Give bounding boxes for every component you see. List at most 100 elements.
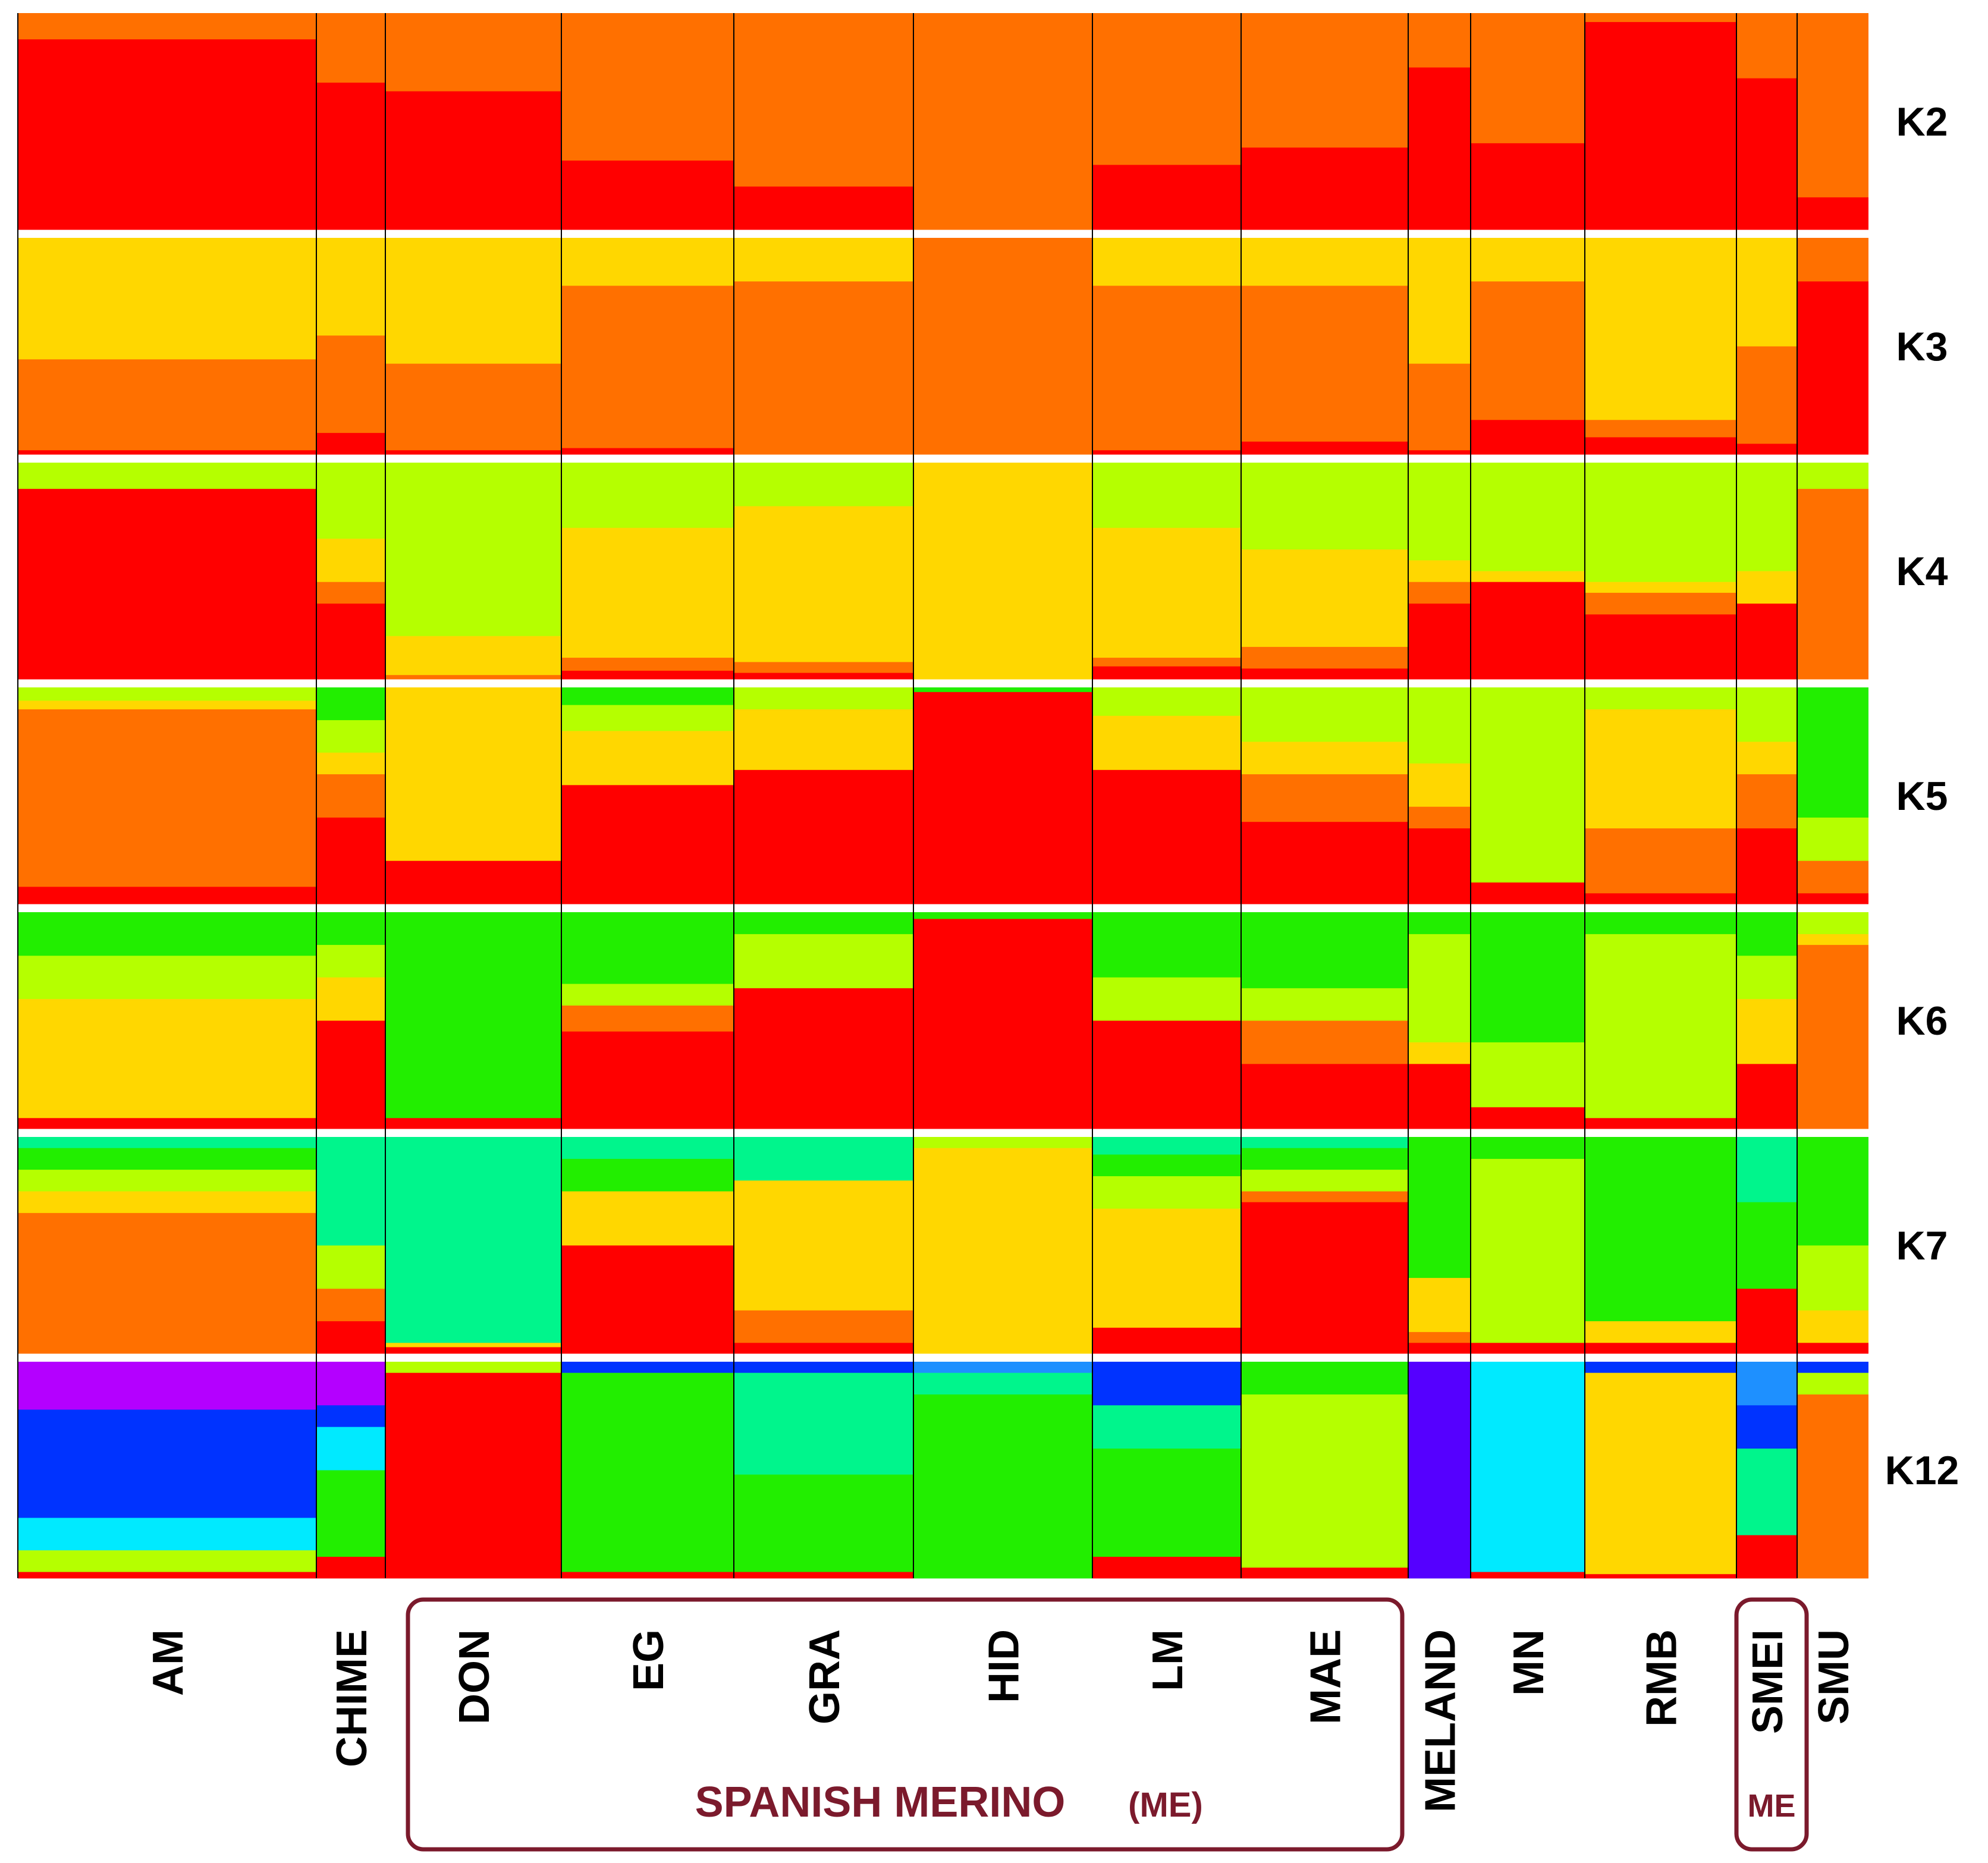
bar-segment-K12-EG-1 bbox=[561, 1372, 734, 1572]
bar-segment-K3-MN-1 bbox=[1471, 281, 1585, 420]
bar-segment-K12-CHIME-2 bbox=[316, 1427, 385, 1471]
bar-segment-K7-AM-2 bbox=[18, 1169, 316, 1192]
bar-segment-K5-AM-0 bbox=[18, 886, 316, 904]
bar-segment-K4-AM-1 bbox=[18, 463, 316, 489]
spanish-merino-box bbox=[406, 1597, 1405, 1852]
bar-segment-K2-EG-1 bbox=[561, 13, 734, 161]
bar-segment-K4-LM-0 bbox=[1092, 666, 1241, 680]
bar-segment-K12-SMU-0 bbox=[1797, 1394, 1868, 1579]
bar-segment-K12-MN-1 bbox=[1471, 1362, 1585, 1572]
bar-segment-K5-AM-2 bbox=[18, 700, 316, 709]
population-label-lm: LM bbox=[1144, 1629, 1192, 1691]
k-label-K4: K4 bbox=[1896, 549, 1948, 594]
bar-segment-K2-AM-1 bbox=[18, 13, 316, 40]
bar-segment-K6-CHIME-0 bbox=[316, 1020, 385, 1129]
bar-segment-K6-RMB-2 bbox=[1585, 912, 1736, 934]
bar-segment-K12-LM-3 bbox=[1092, 1362, 1241, 1406]
bar-segment-K12-SMEI-0 bbox=[1736, 1535, 1797, 1579]
bar-segment-K12-SMEI-2 bbox=[1736, 1405, 1797, 1449]
bar-segment-K5-RMB-3 bbox=[1585, 687, 1736, 709]
bar-segment-K12-GRA-3 bbox=[734, 1362, 913, 1373]
bar-segment-K5-MELAND-1 bbox=[1408, 806, 1471, 829]
bar-segment-K5-SMEI-2 bbox=[1736, 742, 1797, 775]
bar-segment-K6-LM-0 bbox=[1092, 1020, 1241, 1129]
bar-segment-K3-GRA-1 bbox=[734, 238, 913, 282]
bar-segment-K7-SMEI-1 bbox=[1736, 1202, 1797, 1289]
population-label-hid: HID bbox=[981, 1629, 1028, 1703]
bar-segment-K4-GRA-2 bbox=[734, 505, 913, 662]
bar-segment-K3-MAE-2 bbox=[1241, 238, 1408, 286]
bar-segment-K4-RMB-3 bbox=[1585, 463, 1736, 582]
bar-segment-K2-CHIME-1 bbox=[316, 13, 385, 83]
bar-segment-K6-MN-0 bbox=[1471, 1107, 1585, 1129]
bar-segment-K4-MN-1 bbox=[1471, 571, 1585, 582]
population-label-rmb: RMB bbox=[1638, 1629, 1686, 1727]
bar-segment-K5-MN-1 bbox=[1471, 687, 1585, 883]
bar-segment-K5-CHIME-1 bbox=[316, 774, 385, 818]
bar-segment-K4-GRA-1 bbox=[734, 661, 913, 673]
bar-segment-K12-RMB-2 bbox=[1585, 1362, 1736, 1373]
bar-segment-K4-CHIME-2 bbox=[316, 538, 385, 582]
bar-segment-K5-GRA-0 bbox=[734, 769, 913, 904]
population-label-chime: CHIME bbox=[328, 1629, 376, 1767]
bar-segment-K3-MN-2 bbox=[1471, 238, 1585, 282]
bar-segment-K7-MN-0 bbox=[1471, 1342, 1585, 1354]
bar-segment-K12-GRA-1 bbox=[734, 1474, 913, 1572]
bar-segment-K2-LM-1 bbox=[1092, 13, 1241, 165]
bar-segment-K4-SMU-1 bbox=[1797, 463, 1868, 489]
bar-segment-K5-LM-1 bbox=[1092, 715, 1241, 770]
bar-segment-K3-MELAND-1 bbox=[1408, 363, 1471, 451]
bar-segment-K6-CHIME-2 bbox=[316, 944, 385, 978]
bar-segment-K7-EG-1 bbox=[561, 1191, 734, 1246]
bar-segment-K6-MELAND-0 bbox=[1408, 1063, 1471, 1129]
bar-segment-K5-CHIME-0 bbox=[316, 817, 385, 904]
bar-segment-K5-CHIME-4 bbox=[316, 687, 385, 721]
bar-segment-K2-AM-0 bbox=[18, 39, 316, 230]
bar-segment-K12-RMB-1 bbox=[1585, 1372, 1736, 1575]
bar-segment-K12-AM-4 bbox=[18, 1362, 316, 1410]
bar-segment-K12-HID-0 bbox=[913, 1394, 1092, 1579]
bar-segment-K7-AM-1 bbox=[18, 1191, 316, 1213]
population-label-am: AM bbox=[145, 1629, 192, 1696]
bar-segment-K5-SMEI-1 bbox=[1736, 774, 1797, 829]
bar-segment-K5-SMEI-0 bbox=[1736, 828, 1797, 904]
bar-segment-K5-RMB-1 bbox=[1585, 828, 1736, 894]
bar-segment-K2-MAE-0 bbox=[1241, 147, 1408, 230]
bar-segment-K6-SMEI-1 bbox=[1736, 998, 1797, 1064]
bar-segment-K5-MAE-1 bbox=[1241, 774, 1408, 822]
bar-segment-K2-MN-0 bbox=[1471, 143, 1585, 230]
bar-segment-K12-CHIME-0 bbox=[316, 1556, 385, 1579]
bar-segment-K3-SMEI-1 bbox=[1736, 346, 1797, 444]
bar-segment-K7-RMB-1 bbox=[1585, 1321, 1736, 1343]
bar-segment-K2-MELAND-0 bbox=[1408, 67, 1471, 230]
bar-segment-K6-LM-2 bbox=[1092, 912, 1241, 978]
bar-segment-K6-SMU-0 bbox=[1797, 944, 1868, 1129]
bar-segment-K7-MELAND-1 bbox=[1408, 1331, 1471, 1343]
bar-segment-K7-EG-0 bbox=[561, 1245, 734, 1354]
bar-segment-K12-AM-0 bbox=[18, 1572, 316, 1579]
bar-segment-K2-SMU-1 bbox=[1797, 13, 1868, 197]
bar-segment-K3-MELAND-0 bbox=[1408, 450, 1471, 455]
bar-segment-K6-AM-0 bbox=[18, 1117, 316, 1129]
bar-segment-K4-MN-2 bbox=[1471, 463, 1585, 571]
bar-segment-K4-SMEI-0 bbox=[1736, 603, 1797, 680]
bar-segment-K7-RMB-0 bbox=[1585, 1342, 1736, 1354]
bar-segment-K4-AM-0 bbox=[18, 488, 316, 680]
admixture-bars bbox=[18, 13, 1868, 1579]
bar-segment-K7-EG-3 bbox=[561, 1137, 734, 1159]
bar-segment-K4-MAE-3 bbox=[1241, 463, 1408, 550]
bar-segment-K7-CHIME-2 bbox=[316, 1245, 385, 1289]
bar-segment-K2-SMU-0 bbox=[1797, 197, 1868, 230]
population-label-don: DON bbox=[451, 1629, 498, 1724]
bar-segment-K5-SMU-0 bbox=[1797, 893, 1868, 904]
bar-segment-K7-SMU-2 bbox=[1797, 1245, 1868, 1311]
bar-segment-K4-HID-0 bbox=[913, 463, 1092, 680]
population-label-mae: MAE bbox=[1302, 1629, 1350, 1724]
bar-segment-K12-LM-0 bbox=[1092, 1556, 1241, 1579]
bar-segment-K5-SMU-1 bbox=[1797, 860, 1868, 894]
population-label-smu: SMU bbox=[1810, 1629, 1858, 1724]
bar-segment-K5-EG-1 bbox=[561, 730, 734, 786]
bar-segment-K4-SMU-0 bbox=[1797, 488, 1868, 680]
bar-segment-K2-SMEI-1 bbox=[1736, 13, 1797, 78]
bar-segment-K3-LM-1 bbox=[1092, 285, 1241, 451]
